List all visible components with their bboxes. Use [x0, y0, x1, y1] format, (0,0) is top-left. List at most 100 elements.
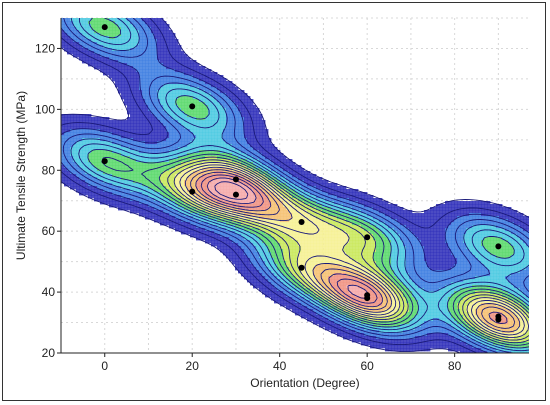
density-cell	[241, 120, 245, 124]
density-cell	[70, 138, 74, 142]
density-cell	[214, 72, 218, 76]
density-cell	[67, 171, 71, 175]
density-cell	[124, 30, 128, 34]
density-cell	[163, 21, 167, 25]
density-cell	[142, 24, 146, 28]
density-cell	[160, 150, 164, 154]
density-cell	[130, 210, 134, 214]
density-cell	[337, 192, 341, 196]
density-cell	[211, 153, 215, 157]
density-cell	[274, 177, 278, 181]
density-cell	[139, 60, 143, 64]
density-cell	[112, 75, 116, 79]
density-cell	[493, 204, 497, 208]
density-cell	[172, 198, 176, 202]
density-cell	[91, 21, 95, 25]
density-cell	[100, 45, 104, 49]
density-cell	[163, 84, 167, 88]
density-cell	[250, 231, 254, 235]
density-cell	[175, 153, 179, 157]
density-cell	[229, 114, 233, 118]
density-cell	[109, 201, 113, 205]
density-cell	[310, 201, 314, 205]
density-cell	[121, 120, 125, 124]
density-cell	[166, 123, 170, 127]
density-cell	[109, 33, 113, 37]
density-cell	[169, 123, 173, 127]
density-cell	[163, 204, 167, 208]
density-cell	[154, 165, 158, 169]
density-cell	[352, 210, 356, 214]
density-cell	[178, 144, 182, 148]
density-cell	[277, 180, 281, 184]
density-cell	[277, 174, 281, 178]
density-cell	[292, 180, 296, 184]
density-cell	[268, 210, 272, 214]
density-cell	[187, 117, 191, 121]
density-cell	[226, 234, 230, 238]
density-cell	[109, 144, 113, 148]
density-cell	[316, 183, 320, 187]
density-cell	[520, 231, 524, 235]
density-cell	[193, 84, 197, 88]
density-cell	[181, 171, 185, 175]
density-cell	[127, 159, 131, 163]
density-cell	[379, 231, 383, 235]
density-cell	[415, 216, 419, 220]
density-cell	[142, 144, 146, 148]
density-cell	[304, 198, 308, 202]
density-cell	[157, 150, 161, 154]
density-cell	[298, 228, 302, 232]
density-cell	[244, 234, 248, 238]
density-cell	[253, 141, 257, 145]
density-cell	[148, 42, 152, 46]
density-cell	[91, 33, 95, 37]
density-cell	[151, 129, 155, 133]
density-cell	[226, 183, 230, 187]
density-cell	[382, 216, 386, 220]
density-cell	[160, 69, 164, 73]
density-cell	[142, 132, 146, 136]
density-cell	[205, 102, 209, 106]
density-cell	[421, 225, 425, 229]
density-cell	[148, 33, 152, 37]
density-cell	[130, 192, 134, 196]
density-cell	[202, 219, 206, 223]
density-cell	[70, 156, 74, 160]
density-cell	[220, 213, 224, 217]
density-cell	[472, 222, 476, 226]
density-cell	[232, 216, 236, 220]
density-cell	[121, 33, 125, 37]
density-cell	[226, 120, 230, 124]
density-cell	[367, 216, 371, 220]
density-cell	[220, 222, 224, 226]
density-cell	[244, 108, 248, 112]
density-cell	[127, 78, 131, 82]
density-cell	[193, 123, 197, 127]
density-cell	[229, 84, 233, 88]
density-cell	[376, 198, 380, 202]
density-cell	[169, 36, 173, 40]
density-cell	[175, 105, 179, 109]
density-cell	[496, 222, 500, 226]
density-cell	[133, 165, 137, 169]
density-cell	[76, 126, 80, 130]
density-cell	[175, 42, 179, 46]
density-cell	[259, 153, 263, 157]
density-cell	[166, 69, 170, 73]
density-cell	[193, 231, 197, 235]
density-cell	[100, 69, 104, 73]
density-cell	[106, 150, 110, 154]
density-cell	[163, 135, 167, 139]
density-cell	[166, 141, 170, 145]
density-cell	[313, 204, 317, 208]
density-cell	[229, 198, 233, 202]
density-cell	[109, 198, 113, 202]
density-cell	[178, 150, 182, 154]
density-cell	[97, 141, 101, 145]
density-cell	[133, 168, 137, 172]
density-cell	[97, 174, 101, 178]
density-cell	[283, 165, 287, 169]
density-cell	[274, 216, 278, 220]
density-cell	[238, 237, 242, 241]
